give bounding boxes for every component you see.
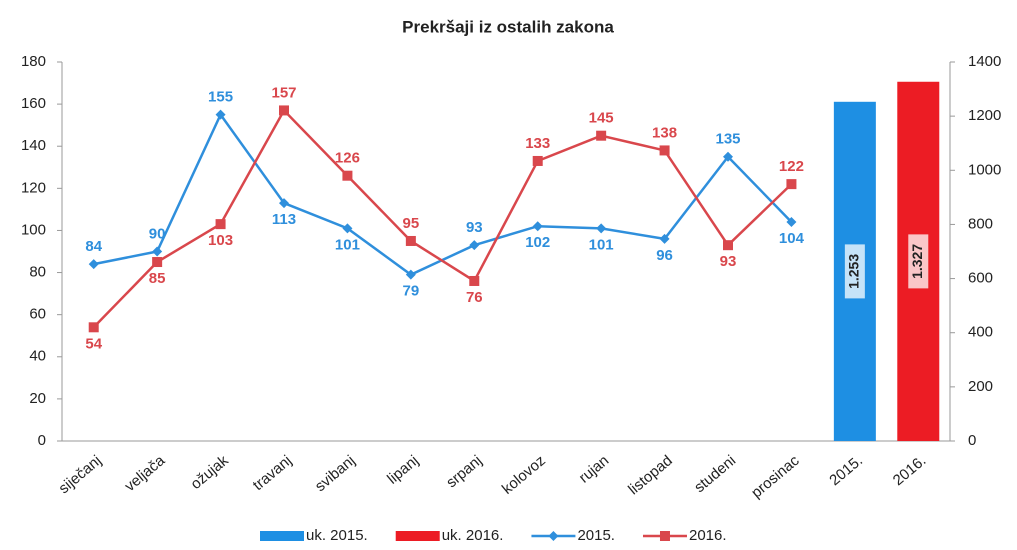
marker bbox=[469, 240, 480, 251]
value-label: 95 bbox=[403, 215, 420, 232]
marker bbox=[279, 105, 289, 116]
value-label: 138 bbox=[652, 124, 677, 141]
value-label: 135 bbox=[715, 131, 740, 148]
y2-tick-label: 600 bbox=[968, 270, 993, 287]
x-tick-label: studeni bbox=[691, 452, 739, 496]
y-tick-label: 160 bbox=[21, 95, 46, 112]
marker bbox=[659, 233, 670, 244]
value-label-box bbox=[908, 234, 929, 289]
marker bbox=[405, 269, 416, 280]
value-label: 101 bbox=[589, 236, 614, 253]
legend-label: 2015. bbox=[577, 527, 615, 544]
value-label: 157 bbox=[271, 84, 296, 101]
x-tick-label: kolovoz bbox=[499, 452, 549, 498]
chart-title: Prekršaji iz ostalih zakona bbox=[402, 17, 614, 36]
legend-swatch bbox=[260, 531, 304, 541]
value-label: 85 bbox=[149, 270, 166, 287]
x-tick-label: lipanj bbox=[384, 452, 422, 488]
y-tick-label: 40 bbox=[29, 348, 46, 365]
value-label: 96 bbox=[656, 247, 673, 264]
value-label: 102 bbox=[525, 234, 550, 251]
value-label: 155 bbox=[208, 89, 233, 106]
y2-tick-label: 800 bbox=[968, 215, 993, 232]
marker bbox=[659, 145, 670, 156]
marker bbox=[532, 221, 543, 232]
y-tick-label: 20 bbox=[29, 390, 46, 407]
legend: uk. 2015. uk. 2016. 2015. 2016. bbox=[260, 527, 727, 544]
value-label: 133 bbox=[525, 135, 550, 152]
x-tick-label: srpanj bbox=[443, 452, 485, 491]
legend-label: uk. 2016. bbox=[442, 527, 504, 544]
y2-tick-label: 1400 bbox=[968, 53, 1001, 70]
x-tick-label: travanj bbox=[250, 452, 295, 494]
marker bbox=[532, 155, 543, 166]
value-label-box bbox=[844, 244, 865, 299]
value-label: 145 bbox=[589, 110, 614, 127]
x-tick-label: 2016. bbox=[890, 452, 930, 489]
x-tick-label: veljača bbox=[122, 452, 169, 495]
marker bbox=[723, 240, 733, 251]
legend-label: 2016. bbox=[689, 527, 727, 544]
marker bbox=[723, 151, 733, 162]
x-tick-label: prosinac bbox=[748, 452, 803, 502]
y-tick-label: 80 bbox=[29, 264, 46, 281]
marker bbox=[469, 275, 480, 286]
x-tick-label: ožujak bbox=[188, 452, 233, 493]
marker bbox=[215, 109, 226, 120]
marker bbox=[88, 259, 99, 270]
y2-tick-label: 1000 bbox=[968, 161, 1001, 178]
legend-marker bbox=[659, 531, 670, 541]
value-label: 1.253 bbox=[846, 254, 862, 289]
legend-label: uk. 2015. bbox=[306, 527, 368, 544]
value-label: 93 bbox=[466, 219, 483, 236]
line bbox=[93, 112, 793, 277]
y-tick-label: 100 bbox=[21, 221, 46, 238]
y-tick-label: 140 bbox=[21, 137, 46, 154]
x-tick-label: siječanj bbox=[56, 452, 105, 497]
marker bbox=[342, 170, 353, 181]
marker bbox=[596, 223, 607, 234]
value-label: 122 bbox=[779, 158, 804, 175]
value-label: 104 bbox=[779, 230, 805, 247]
y2-tick-label: 400 bbox=[968, 324, 993, 341]
y-tick-label: 180 bbox=[21, 53, 46, 70]
legend-swatch bbox=[395, 531, 440, 541]
value-label: 84 bbox=[85, 238, 102, 255]
x-tick-label: listopad bbox=[625, 452, 676, 498]
marker bbox=[342, 223, 353, 234]
value-label: 76 bbox=[466, 289, 483, 306]
value-label: 93 bbox=[720, 253, 737, 270]
marker bbox=[596, 130, 607, 141]
marker bbox=[152, 257, 163, 268]
marker bbox=[215, 219, 226, 230]
x-tick-label: 2015. bbox=[826, 452, 866, 489]
marker bbox=[786, 179, 797, 190]
marker bbox=[405, 235, 416, 246]
value-label: 54 bbox=[85, 335, 102, 352]
value-label: 79 bbox=[403, 283, 420, 300]
y-tick-label: 120 bbox=[21, 179, 46, 196]
x-tick-label: rujan bbox=[576, 452, 612, 486]
value-label: 126 bbox=[335, 150, 360, 167]
y-tick-label: 0 bbox=[38, 432, 46, 449]
value-label: 1.327 bbox=[909, 244, 925, 279]
marker bbox=[279, 198, 289, 209]
value-label: 113 bbox=[272, 211, 296, 228]
marker bbox=[786, 217, 797, 228]
marker bbox=[152, 246, 163, 257]
x-tick-label: svibanj bbox=[312, 452, 359, 495]
legend-marker bbox=[548, 531, 559, 541]
y-tick-label: 60 bbox=[29, 306, 46, 323]
value-label: 101 bbox=[335, 236, 360, 253]
value-label: 103 bbox=[208, 232, 233, 249]
y2-tick-label: 200 bbox=[968, 378, 993, 395]
value-label: 90 bbox=[149, 225, 166, 242]
line bbox=[92, 108, 793, 329]
y2-tick-label: 1200 bbox=[968, 107, 1001, 124]
y2-tick-label: 0 bbox=[968, 432, 976, 449]
marker bbox=[88, 322, 99, 333]
